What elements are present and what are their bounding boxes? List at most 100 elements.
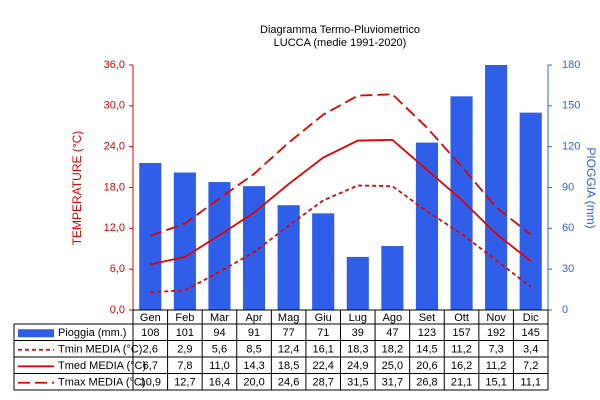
chart-title: Diagramma Termo-Pluviometrico	[260, 24, 420, 36]
line	[150, 184, 532, 294]
x-tick-label: Set	[419, 312, 436, 324]
table-value: 14,5	[416, 344, 437, 356]
legend-label: Tmax MEDIA (°C)	[58, 377, 146, 389]
chart-subtitle: LUCCA (medie 1991-2020)	[274, 37, 407, 49]
y-tick-label: 36,0	[104, 59, 125, 71]
table-value: 16,1	[312, 344, 333, 356]
table-value: 6,7	[143, 360, 158, 372]
table-value: 12,7	[174, 377, 195, 389]
bar	[173, 172, 196, 310]
table-value: 11,0	[209, 360, 230, 372]
legend-label: Tmin MEDIA (°C)	[58, 344, 142, 356]
y-axis-title: TEMPERATURE (°C)	[70, 131, 84, 246]
bar	[208, 182, 231, 310]
table-value: 26,8	[416, 377, 437, 389]
bar	[381, 246, 404, 310]
table-value: 192	[487, 327, 505, 339]
table-value: 71	[317, 327, 329, 339]
y-tick-label: 18,0	[104, 181, 125, 193]
bar	[312, 213, 335, 310]
x-tick-label: Lug	[349, 312, 367, 324]
x-tick-label: Ago	[383, 312, 403, 324]
table-value: 91	[248, 327, 260, 339]
table-value: 21,1	[451, 377, 472, 389]
table-value: 31,5	[347, 377, 368, 389]
bar	[415, 142, 439, 310]
y-tick-label: 0,0	[110, 304, 125, 316]
table-value: 3,4	[523, 344, 538, 356]
x-tick-label: Ott	[454, 312, 469, 324]
table-value: 8,5	[246, 344, 261, 356]
y2-tick-label: 180	[562, 59, 580, 71]
table-value: 108	[141, 327, 159, 339]
bar	[519, 112, 542, 310]
y2-tick-label: 120	[562, 141, 580, 153]
table-value: 15,1	[485, 377, 506, 389]
table-value: 31,7	[382, 377, 403, 389]
table-value: 101	[176, 327, 194, 339]
plot-area	[139, 65, 542, 310]
table-value: 11,1	[520, 377, 541, 389]
table-value: 2,6	[143, 344, 158, 356]
x-tick-label: Feb	[175, 312, 194, 324]
table-value: 24,9	[347, 360, 368, 372]
x-tick-label: Mag	[278, 312, 299, 324]
table-value: 20,0	[243, 377, 264, 389]
y2-tick-label: 90	[562, 181, 574, 193]
x-tick-label: Dic	[523, 312, 539, 324]
legend-swatch	[18, 329, 54, 338]
table-value: 77	[283, 327, 295, 339]
table-value: 47	[386, 327, 398, 339]
table-value: 16,4	[209, 377, 230, 389]
y2-tick-label: 0	[562, 304, 568, 316]
y-tick-label: 30,0	[104, 100, 125, 112]
y2-tick-label: 60	[562, 222, 574, 234]
table-value: 12,4	[278, 344, 299, 356]
y2-tick-label: 150	[562, 100, 580, 112]
table-value: 94	[213, 327, 225, 339]
table-value: 7,2	[523, 360, 538, 372]
table-value: 18,2	[382, 344, 403, 356]
table-value: 123	[418, 327, 436, 339]
table-value: 20,6	[416, 360, 437, 372]
table-value: 157	[452, 327, 470, 339]
table-value: 22,4	[312, 360, 333, 372]
table-value: 7,3	[488, 344, 503, 356]
table-value: 11,2	[451, 344, 472, 356]
x-tick-label: Gen	[140, 312, 161, 324]
x-tick-label: Mar	[210, 312, 229, 324]
table-value: 24,6	[278, 377, 299, 389]
table-value: 2,9	[177, 344, 192, 356]
table-value: 11,2	[486, 360, 507, 372]
table-value: 16,2	[451, 360, 472, 372]
table-value: 7,8	[177, 360, 192, 372]
table-value: 18,5	[278, 360, 299, 372]
x-tick-label: Nov	[486, 312, 506, 324]
x-tick-label: Apr	[245, 312, 262, 324]
table-value: 39	[352, 327, 364, 339]
line	[150, 138, 532, 266]
bar	[450, 96, 473, 310]
y2-tick-label: 30	[562, 263, 574, 275]
table-value: 10,9	[140, 377, 161, 389]
legend-label: Tmed MEDIA (°C)	[58, 360, 146, 372]
line	[149, 93, 532, 237]
table-value: 14,3	[243, 360, 264, 372]
y-tick-label: 12,0	[104, 222, 125, 234]
table-value: 145	[522, 327, 540, 339]
bar	[485, 65, 508, 310]
y-tick-label: 6,0	[110, 263, 125, 275]
y-tick-label: 24,0	[104, 141, 125, 153]
bar	[277, 205, 300, 310]
x-tick-label: Giu	[315, 312, 332, 324]
bar	[346, 256, 369, 310]
table-value: 18,3	[347, 344, 368, 356]
y2-axis-title: PIOGGIA (mm)	[584, 147, 598, 228]
table-value: 25,0	[382, 360, 403, 372]
legend-label: Pioggia (mm.)	[58, 327, 126, 339]
bar	[242, 186, 266, 310]
bar	[139, 163, 162, 310]
table-value: 5,6	[212, 344, 227, 356]
table-value: 28,7	[312, 377, 333, 389]
